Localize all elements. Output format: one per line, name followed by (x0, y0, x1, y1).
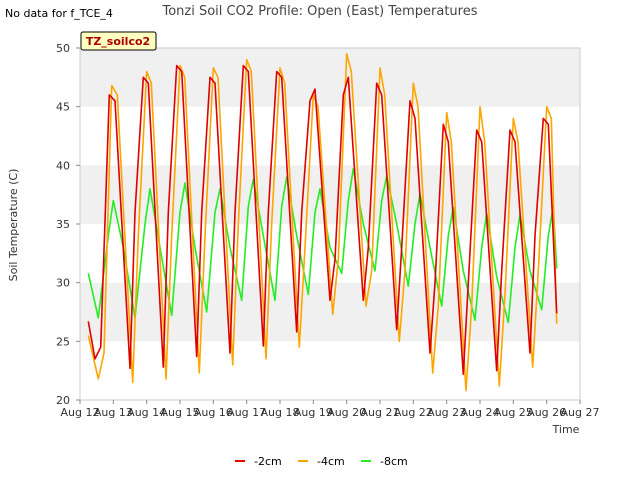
x-tick-label: Aug 27 (561, 406, 600, 419)
no-data-note: No data for f_TCE_4 (5, 7, 113, 20)
x-tick-label: Aug 21 (361, 406, 400, 419)
x-tick-label: Aug 24 (461, 406, 500, 419)
x-tick-label: Aug 15 (161, 406, 200, 419)
y-tick-label: 45 (56, 101, 70, 114)
chart-title: Tonzi Soil CO2 Profile: Open (East) Temp… (161, 4, 477, 19)
x-tick-label: Aug 23 (427, 406, 466, 419)
y-tick-label: 20 (56, 394, 70, 407)
legend-label: -4cm (317, 455, 345, 468)
x-tick-label: Aug 25 (494, 406, 533, 419)
y-tick-label: 50 (56, 42, 70, 55)
series-line-minus-2cm (87, 64, 558, 376)
x-tick-label: Aug 16 (194, 406, 233, 419)
y-tick-label: 30 (56, 277, 70, 290)
legend-label: -8cm (380, 455, 408, 468)
series-line-minus-8cm (87, 168, 558, 324)
grid-band (80, 165, 580, 224)
x-tick-label: Aug 26 (527, 406, 566, 419)
y-axis-ticks: 20 25 30 35 40 45 50 (56, 42, 80, 407)
legend-label: -2cm (254, 455, 282, 468)
x-tick-label: Aug 12 (61, 406, 100, 419)
x-tick-label: Aug 13 (94, 406, 133, 419)
y-tick-label: 25 (56, 335, 70, 348)
x-tick-label: Aug 18 (261, 406, 300, 419)
x-tick-label: Aug 17 (227, 406, 266, 419)
tag-label: TZ_soilco2 (86, 35, 150, 48)
x-tick-label: Aug 20 (327, 406, 366, 419)
legend: -2cm -4cm -8cm (235, 455, 408, 468)
x-tick-label: Aug 19 (294, 406, 333, 419)
series-lines (87, 53, 558, 392)
y-tick-label: 40 (56, 159, 70, 172)
y-axis-label: Soil Temperature (C) (7, 169, 20, 282)
tag-box: TZ_soilco2 (80, 31, 157, 51)
series-line-minus-4cm (87, 53, 558, 392)
x-axis-label: Time (552, 423, 580, 436)
y-tick-label: 35 (56, 218, 70, 231)
x-tick-label: Aug 14 (127, 406, 166, 419)
x-tick-label: Aug 22 (394, 406, 433, 419)
grid-band (80, 48, 580, 107)
